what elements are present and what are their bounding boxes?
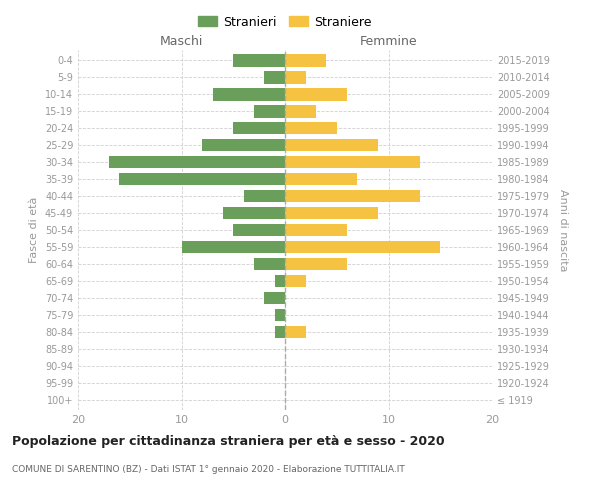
Bar [285, 138, 378, 151]
Bar [119, 172, 285, 186]
Bar [109, 156, 285, 168]
Text: COMUNE DI SARENTINO (BZ) - Dati ISTAT 1° gennaio 2020 - Elaborazione TUTTITALIA.: COMUNE DI SARENTINO (BZ) - Dati ISTAT 1°… [12, 465, 405, 474]
Bar [285, 224, 347, 236]
Y-axis label: Anni di nascita: Anni di nascita [558, 188, 568, 271]
Bar [223, 206, 285, 220]
Bar [254, 105, 285, 118]
Y-axis label: Fasce di età: Fasce di età [29, 197, 39, 263]
Bar [285, 258, 347, 270]
Bar [275, 308, 285, 322]
Bar [182, 240, 285, 254]
Bar [285, 326, 306, 338]
Bar [285, 71, 306, 84]
Bar [285, 88, 347, 101]
Text: Femmine: Femmine [359, 36, 418, 49]
Bar [265, 71, 285, 84]
Bar [285, 156, 419, 168]
Bar [244, 190, 285, 202]
Bar [285, 190, 419, 202]
Bar [233, 54, 285, 66]
Bar [285, 105, 316, 118]
Bar [285, 122, 337, 134]
Bar [265, 292, 285, 304]
Bar [285, 206, 378, 220]
Bar [233, 122, 285, 134]
Bar [212, 88, 285, 101]
Bar [202, 138, 285, 151]
Bar [285, 240, 440, 254]
Bar [275, 274, 285, 287]
Bar [233, 224, 285, 236]
Bar [285, 274, 306, 287]
Bar [275, 326, 285, 338]
Text: Popolazione per cittadinanza straniera per età e sesso - 2020: Popolazione per cittadinanza straniera p… [12, 435, 445, 448]
Bar [285, 172, 358, 186]
Legend: Stranieri, Straniere: Stranieri, Straniere [196, 13, 374, 31]
Bar [254, 258, 285, 270]
Bar [285, 54, 326, 66]
Text: Maschi: Maschi [160, 36, 203, 49]
